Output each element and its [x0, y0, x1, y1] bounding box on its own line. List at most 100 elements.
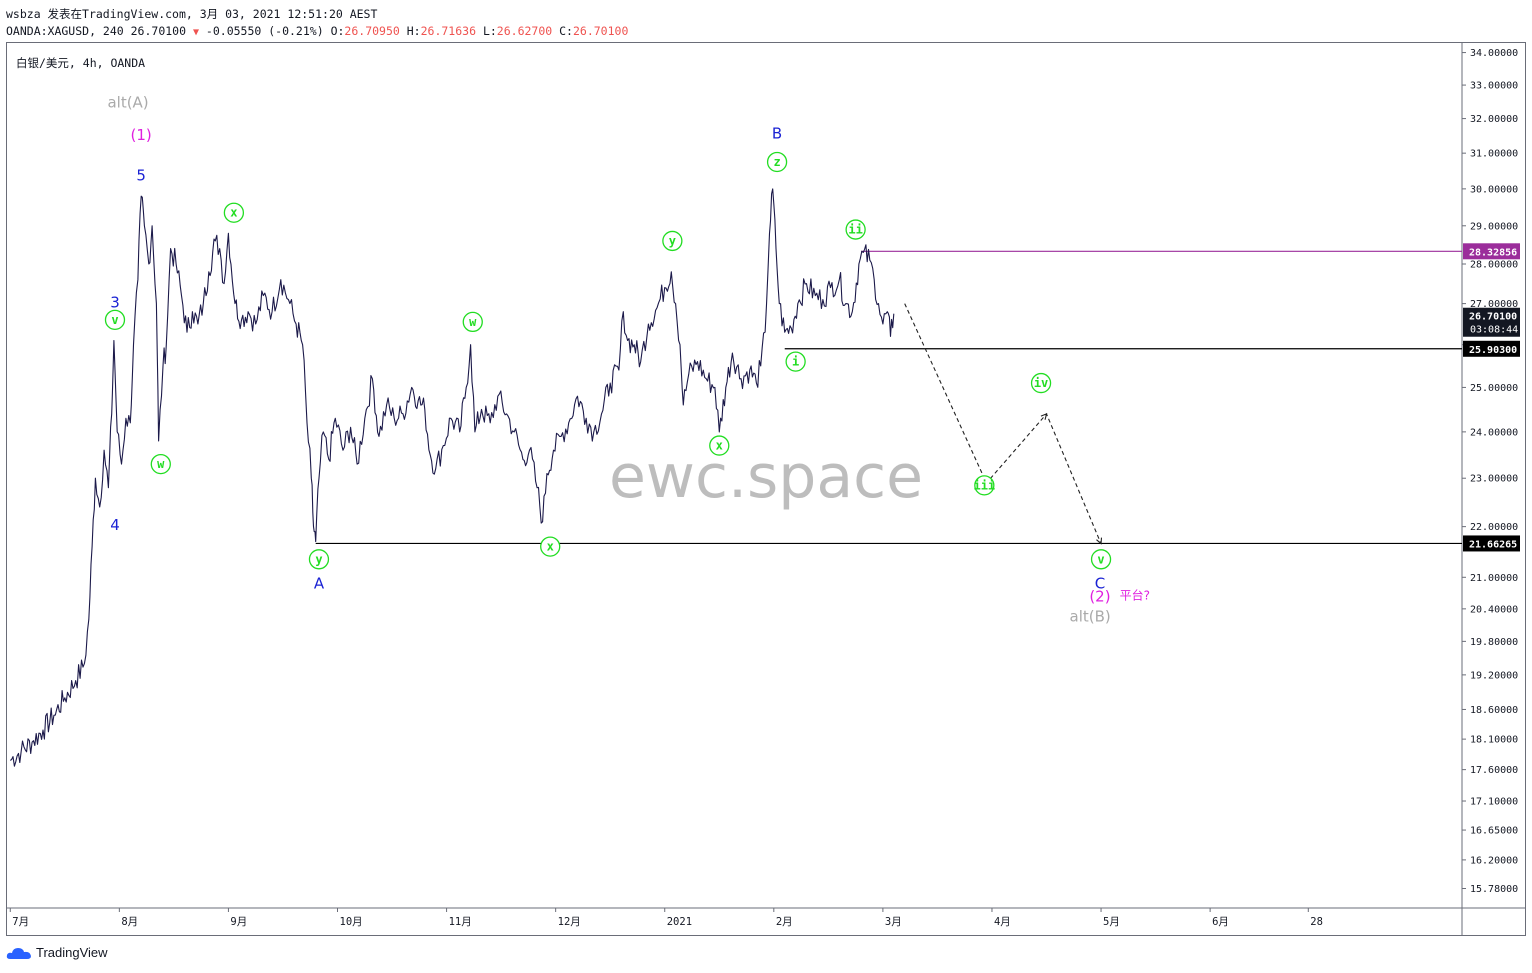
wave-label: alt(A): [107, 94, 148, 112]
y-tick-label: 25.00000: [1470, 383, 1518, 394]
x-tick-label: 3月: [885, 916, 902, 928]
price-level-tag: [1463, 535, 1520, 552]
down-arrow-icon: ▼: [192, 27, 199, 38]
wave-marker-label: y: [315, 552, 322, 566]
watermark: ewc.space: [609, 442, 923, 512]
wave-marker-label: z: [773, 155, 780, 169]
brand-text: TradingView: [36, 945, 108, 960]
wave-label: alt(B): [1070, 607, 1111, 625]
wave-marker-circle: [150, 453, 171, 475]
y-tick-label: 27.00000: [1470, 299, 1518, 310]
open-label: O:: [330, 24, 345, 38]
y-tick-label: 16.20000: [1470, 855, 1518, 866]
y-tick-label: 18.10000: [1470, 735, 1518, 746]
y-tick-label: 16.65000: [1470, 826, 1518, 837]
last-price-tag: [1463, 307, 1520, 337]
wave-marker-label: w: [157, 457, 165, 471]
wave-marker-circle: [662, 230, 683, 252]
wave-label: 5: [136, 166, 146, 184]
wave-marker-label: w: [469, 315, 477, 329]
wave-marker-label: x: [716, 439, 723, 453]
y-tick-label: 20.40000: [1470, 604, 1518, 615]
open-value: 26.70950: [344, 24, 400, 38]
y-tick-label: 24.00000: [1470, 427, 1518, 438]
high-label: H:: [406, 24, 421, 38]
price-series: [9, 188, 895, 767]
pane-title: 白银/美元, 4h, OANDA: [16, 56, 146, 70]
high-value: 26.71636: [420, 24, 476, 38]
wave-marker-label: ii: [848, 223, 862, 237]
chart-frame: [6, 42, 1526, 936]
wave-label: 4: [110, 516, 120, 534]
wave-marker-circle: [845, 219, 866, 240]
wave-marker-circle: [462, 311, 483, 333]
wave-marker-label: v: [1097, 552, 1104, 566]
y-tick-label: 23.00000: [1470, 474, 1518, 485]
tradingview-logo[interactable]: TradingView: [6, 945, 108, 960]
publish-info: wsbza 发表在TradingView.com, 3月 03, 2021 12…: [6, 7, 378, 21]
low-label: L:: [482, 24, 497, 38]
y-tick-label: 32.00000: [1470, 114, 1518, 125]
close-label: C:: [559, 24, 573, 38]
x-tick-label: 28: [1310, 916, 1323, 928]
wave-label: A: [314, 574, 325, 592]
wave-marker-circle: [1090, 549, 1112, 570]
wave-marker-label: x: [547, 540, 554, 554]
x-tick-label: 8月: [121, 916, 138, 928]
wave-marker-circle: [308, 549, 330, 570]
y-tick-label: 17.10000: [1470, 797, 1518, 808]
wave-marker-circle: [974, 475, 995, 496]
wave-marker-label: v: [111, 313, 118, 327]
wave-label: 3: [110, 294, 120, 312]
y-tick-label: 29.00000: [1470, 221, 1518, 232]
y-tick-label: 21.00000: [1470, 573, 1518, 584]
price-level-label: 28.32856: [1469, 247, 1517, 258]
x-tick-label: 5月: [1103, 916, 1120, 928]
price-level-label: 21.66265: [1469, 539, 1517, 550]
y-tick-label: 34.00000: [1470, 48, 1518, 59]
wave-label: (2): [1089, 588, 1110, 606]
x-tick-label: 12月: [558, 916, 581, 928]
y-tick-label: 19.80000: [1470, 637, 1518, 648]
x-tick-label: 10月: [340, 916, 363, 928]
wave-marker-circle: [1030, 372, 1052, 394]
price-level-tag: [1463, 340, 1520, 357]
wave-marker-label: iii: [973, 478, 995, 492]
wave-marker-label: i: [792, 355, 799, 369]
wave-marker-circle: [223, 202, 245, 223]
x-tick-label: 6月: [1212, 916, 1229, 928]
x-tick-label: 7月: [12, 916, 29, 928]
wave-marker-circle: [766, 151, 788, 173]
projection-arrowhead: [1096, 537, 1103, 545]
projection-path: [904, 303, 1102, 544]
x-tick-label: 2021: [667, 916, 692, 928]
wave-marker-circle: [104, 309, 126, 331]
wave-marker-circle: [709, 435, 730, 456]
wave-label: (1): [131, 126, 152, 144]
symbol-line: OANDA:XAGUSD, 240 26.70100: [6, 24, 187, 38]
y-tick-label: 33.00000: [1470, 81, 1518, 92]
projection-arrowhead: [1040, 412, 1048, 420]
y-tick-label: 31.00000: [1470, 149, 1518, 160]
x-tick-label: 4月: [994, 916, 1011, 928]
bar-countdown: 03:08:44: [1470, 325, 1518, 336]
y-tick-label: 18.60000: [1470, 705, 1518, 716]
y-tick-label: 22.00000: [1470, 522, 1518, 533]
close-value: 26.70100: [572, 24, 629, 38]
y-tick-label: 15.78000: [1470, 884, 1518, 895]
price-level-label: 25.90300: [1469, 345, 1517, 356]
y-tick-label: 17.60000: [1470, 765, 1518, 776]
wave-marker-label: y: [669, 234, 676, 248]
x-tick-label: 11月: [449, 916, 472, 928]
ohlc-line: OANDA:XAGUSD, 240 26.70100 ▼ -0.05550 (-…: [6, 24, 628, 38]
y-tick-label: 19.20000: [1470, 670, 1518, 681]
price-level-tag: [1463, 243, 1520, 260]
wave-note: 平台?: [1120, 588, 1150, 603]
wave-marker-circle: [785, 351, 806, 372]
change-value: -0.05550 (-0.21%): [205, 24, 324, 38]
wave-label: C: [1095, 574, 1105, 592]
low-value: 26.62700: [496, 24, 553, 38]
y-tick-label: 28.00000: [1470, 260, 1518, 271]
wave-marker-label: iv: [1034, 376, 1048, 390]
